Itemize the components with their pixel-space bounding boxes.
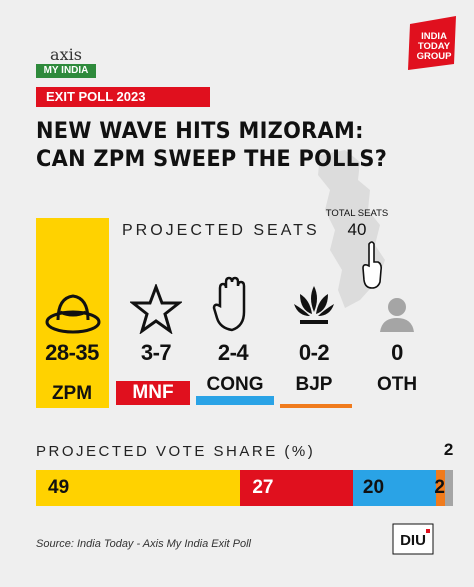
seat-range-mnf: 3-7: [140, 340, 172, 365]
hand-icon: [212, 276, 246, 332]
page-title: NEW WAVE HITS MIZORAM: CAN ZPM SWEEP THE…: [36, 118, 416, 174]
title-line-2: CAN ZPM SWEEP THE POLLS?: [36, 147, 388, 172]
party-label-zpm: ZPM: [51, 383, 93, 404]
vote-share-value-cong: 20: [362, 477, 385, 498]
diu-logo-text: DIU: [400, 532, 426, 549]
total-seats-value: 40: [347, 220, 367, 239]
axis-my-india-logo: axis MY INDIA: [36, 46, 96, 80]
vote-share-label: PROJECTED VOTE SHARE (%): [36, 443, 316, 460]
vote-share-bar: 49 27 20 2: [36, 470, 453, 506]
vote-share-segment-mnf: 27: [240, 470, 353, 506]
seat-range-cong: 2-4: [217, 340, 249, 365]
publisher-logo-text: INDIA TODAY GROUP: [416, 31, 452, 62]
source-note: Source: India Today - Axis My India Exit…: [36, 538, 252, 550]
vote-share-value-zpm: 49: [48, 477, 70, 498]
party-label-oth: OTH: [376, 374, 418, 395]
my-india-logo-text: MY INDIA: [36, 64, 96, 78]
lotus-icon: [294, 286, 334, 324]
party-label-cong: CONG: [206, 374, 264, 395]
vote-share-segment-zpm: 49: [36, 470, 241, 506]
vote-share-oth-label: 2: [443, 440, 454, 459]
projected-seats-label: PROJECTED SEATS: [122, 222, 320, 239]
bjp-underline: [280, 404, 352, 408]
total-seats-label: TOTAL SEATS: [325, 208, 389, 219]
india-today-logo-shape-icon: [408, 16, 456, 70]
star-icon: [130, 284, 182, 334]
person-icon: [380, 298, 414, 332]
vote-share-segment-cong: 20: [352, 470, 437, 506]
hat-icon: [45, 294, 101, 334]
seat-range-oth: 0: [391, 340, 403, 365]
india-today-group-logo: INDIA TODAY GROUP: [404, 14, 462, 72]
exit-poll-tag: EXIT POLL 2023: [36, 87, 210, 107]
diu-logo: DIU: [392, 523, 434, 555]
party-label-mnf: MNF: [116, 381, 190, 405]
title-line-1: NEW WAVE HITS MIZORAM:: [36, 119, 364, 144]
axis-logo-text: axis: [50, 45, 82, 64]
pointing-finger-icon: [362, 241, 382, 289]
seat-range-bjp: 0-2: [298, 340, 330, 365]
vote-share-value-mnf: 27: [252, 477, 274, 498]
vote-share-segment-oth: [444, 470, 453, 506]
vote-share-value-bjp: 2: [434, 477, 445, 498]
party-label-bjp: BJP: [295, 374, 333, 395]
seat-range-zpm: 28-35: [45, 340, 99, 365]
diu-logo-mark-icon: DIU: [392, 523, 434, 555]
vote-share-segment-bjp: 2: [434, 470, 445, 506]
cong-underline: [196, 396, 274, 405]
